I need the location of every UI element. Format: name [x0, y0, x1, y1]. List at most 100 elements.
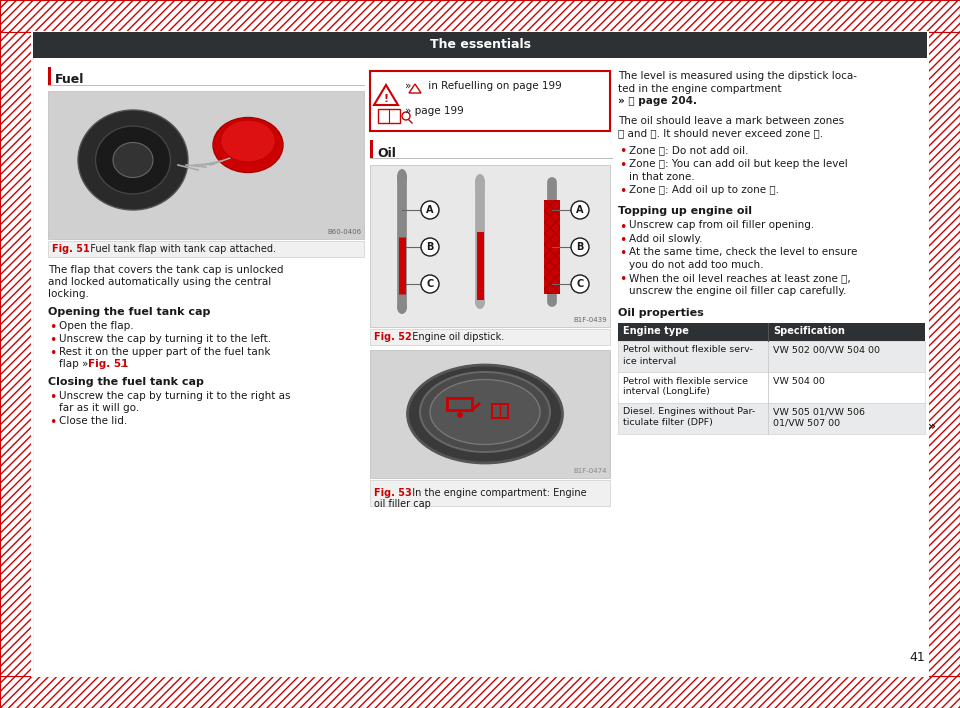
- Text: •: •: [619, 273, 626, 287]
- Text: •: •: [619, 159, 626, 172]
- Text: A: A: [426, 205, 434, 215]
- Text: far as it will go.: far as it will go.: [59, 403, 139, 413]
- Text: Unscrew cap from oil filler opening.: Unscrew cap from oil filler opening.: [629, 220, 814, 231]
- Circle shape: [421, 275, 439, 293]
- Text: A: A: [576, 205, 584, 215]
- Bar: [370, 71, 610, 131]
- Text: The oil should leave a mark between zones: The oil should leave a mark between zone…: [618, 115, 844, 125]
- Text: Rest it on the upper part of the fuel tank: Rest it on the upper part of the fuel ta…: [59, 347, 271, 357]
- Text: Unscrew the cap by turning it to the right as: Unscrew the cap by turning it to the rig…: [59, 391, 291, 401]
- Text: VW 505 01/VW 506: VW 505 01/VW 506: [773, 408, 865, 416]
- Ellipse shape: [475, 295, 485, 309]
- Text: Petrol without flexible serv-: Petrol without flexible serv-: [623, 346, 753, 355]
- Text: C: C: [576, 279, 584, 289]
- Text: Topping up engine oil: Topping up engine oil: [618, 207, 752, 217]
- Text: When the oil level reaches at least zone Ⓑ,: When the oil level reaches at least zone…: [629, 273, 851, 283]
- Ellipse shape: [95, 126, 171, 194]
- Text: •: •: [619, 248, 626, 261]
- Text: Fig. 51: Fig. 51: [52, 244, 89, 254]
- Text: Engine type: Engine type: [623, 326, 689, 336]
- Text: in that zone.: in that zone.: [629, 171, 695, 181]
- Bar: [370, 329, 610, 345]
- Text: ticulate filter (DPF): ticulate filter (DPF): [623, 418, 713, 428]
- Bar: [48, 241, 364, 257]
- Bar: [618, 323, 925, 341]
- Ellipse shape: [475, 174, 485, 190]
- Bar: [33, 32, 927, 58]
- Text: C: C: [426, 279, 434, 289]
- Text: Close the lid.: Close the lid.: [59, 416, 128, 426]
- Text: B: B: [576, 242, 584, 252]
- Circle shape: [421, 238, 439, 256]
- Bar: [492, 404, 508, 418]
- Polygon shape: [409, 84, 421, 93]
- Text: •: •: [619, 220, 626, 234]
- Bar: [768, 341, 925, 372]
- Text: VW 502 00/VW 504 00: VW 502 00/VW 504 00: [773, 346, 880, 355]
- Text: Add oil slowly.: Add oil slowly.: [629, 234, 703, 244]
- Text: VW 504 00: VW 504 00: [773, 377, 825, 385]
- Text: The essentials: The essentials: [429, 38, 531, 52]
- Bar: [378, 109, 400, 123]
- Text: B1F-0474: B1F-0474: [573, 468, 607, 474]
- Circle shape: [571, 238, 589, 256]
- Bar: [768, 372, 925, 403]
- Text: Closing the fuel tank cap: Closing the fuel tank cap: [48, 377, 204, 387]
- Text: At the same time, check the level to ensure: At the same time, check the level to ens…: [629, 248, 857, 258]
- Bar: [370, 165, 610, 327]
- Text: 01/VW 507 00: 01/VW 507 00: [773, 418, 840, 428]
- Ellipse shape: [113, 142, 153, 178]
- Text: Fig. 51: Fig. 51: [88, 359, 129, 369]
- Bar: [370, 480, 610, 506]
- Text: Opening the fuel tank cap: Opening the fuel tank cap: [48, 307, 210, 317]
- Text: » page 199: » page 199: [405, 106, 464, 116]
- Text: Unscrew the cap by turning it to the left.: Unscrew the cap by turning it to the lef…: [59, 334, 271, 344]
- Ellipse shape: [407, 365, 563, 463]
- Text: »: »: [928, 420, 936, 433]
- Text: Oil properties: Oil properties: [618, 309, 704, 319]
- Bar: [544, 200, 560, 294]
- Text: interval (LongLife): interval (LongLife): [623, 387, 709, 396]
- Circle shape: [571, 201, 589, 219]
- Text: Diesel. Engines without Par-: Diesel. Engines without Par-: [623, 408, 756, 416]
- Text: Zone Ⓑ: You can add oil but keep the level: Zone Ⓑ: You can add oil but keep the lev…: [629, 159, 848, 169]
- Circle shape: [421, 201, 439, 219]
- Text: and locked automatically using the central: and locked automatically using the centr…: [48, 277, 272, 287]
- Text: in Refuelling on page 199: in Refuelling on page 199: [425, 81, 562, 91]
- Bar: [618, 341, 768, 372]
- Text: Fuel: Fuel: [55, 73, 84, 86]
- Ellipse shape: [397, 169, 407, 185]
- Ellipse shape: [420, 372, 550, 452]
- Bar: [0, 32, 32, 676]
- Text: •: •: [49, 391, 57, 404]
- Text: •: •: [49, 416, 57, 429]
- Text: Fig. 53: Fig. 53: [374, 488, 412, 498]
- Text: »: »: [405, 81, 415, 91]
- Text: Petrol with flexible service: Petrol with flexible service: [623, 377, 748, 385]
- Text: •: •: [619, 146, 626, 159]
- Bar: [48, 67, 51, 85]
- Text: ted in the engine compartment: ted in the engine compartment: [618, 84, 781, 93]
- Bar: [618, 372, 768, 403]
- Text: •: •: [49, 334, 57, 347]
- Ellipse shape: [78, 110, 188, 210]
- Text: oil filler cap: oil filler cap: [374, 499, 431, 509]
- Text: Fuel tank flap with tank cap attached.: Fuel tank flap with tank cap attached.: [84, 244, 276, 254]
- Text: Engine oil dipstick.: Engine oil dipstick.: [405, 332, 504, 342]
- Text: » 🔒 page 204.: » 🔒 page 204.: [618, 96, 697, 106]
- Bar: [370, 350, 610, 478]
- Circle shape: [571, 275, 589, 293]
- Bar: [370, 140, 372, 158]
- Text: Oil: Oil: [377, 147, 396, 160]
- Text: 41: 41: [909, 651, 925, 664]
- Bar: [928, 32, 960, 676]
- Text: unscrew the engine oil filler cap carefully.: unscrew the engine oil filler cap carefu…: [629, 286, 847, 296]
- Bar: [0, 676, 960, 708]
- Text: In the engine compartment: Engine: In the engine compartment: Engine: [405, 488, 587, 498]
- Ellipse shape: [221, 120, 276, 162]
- Text: •: •: [619, 185, 626, 198]
- Bar: [0, 0, 960, 32]
- Text: •: •: [49, 347, 57, 360]
- Ellipse shape: [430, 379, 540, 445]
- Text: The level is measured using the dipstick loca-: The level is measured using the dipstick…: [618, 71, 857, 81]
